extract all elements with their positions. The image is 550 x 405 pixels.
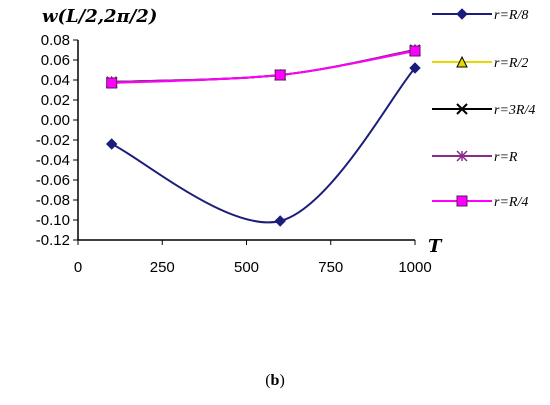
x-axis-label: T (428, 236, 443, 257)
legend-label-r-r: r=R (494, 150, 518, 165)
y-tick-label: -0.04 (36, 152, 70, 169)
data-point-r-r-8 (274, 215, 286, 227)
legend-marker-r-3r-4 (456, 103, 468, 115)
axes: -0.12 -0.10 -0.08 -0.06 -0.04 -0.02 0.00 0.02 0.… (36, 32, 432, 276)
data-point-r-r-8 (105, 138, 118, 150)
x-tick-label: 500 (234, 259, 259, 276)
data-point-r-r-4 (106, 77, 118, 89)
plot-area (105, 43, 421, 227)
legend: r=R/8 r=R/2 r=3R/4 r=R r=R/4 (432, 8, 535, 210)
x-tick-label: 0 (74, 259, 82, 276)
legend-marker-r-r (456, 150, 468, 162)
y-tick-label: -0.02 (36, 132, 70, 149)
data-point-r-r-8 (409, 62, 421, 74)
legend-label-r-3r-4: r=3R/4 (494, 103, 535, 118)
figure-caption: (b) (0, 372, 550, 390)
legend-marker-r-r-2 (456, 55, 468, 68)
series-line-r-r-8 (111, 67, 416, 224)
y-tick-label: -0.06 (36, 172, 70, 189)
x-tick-label: 250 (150, 259, 175, 276)
x-tick-label: 1000 (398, 259, 431, 276)
legend-label-r-r-4: r=R/4 (494, 195, 528, 210)
x-tick-label: 750 (318, 259, 343, 276)
caption-open: ( (265, 372, 271, 389)
legend-label-r-r-8: r=R/8 (494, 8, 528, 23)
data-point-r-r-4 (409, 45, 421, 57)
y-tick-label: 0.04 (41, 72, 70, 89)
chart: -0.12 -0.10 -0.08 -0.06 -0.04 -0.02 0.00 0.02 0.… (36, 6, 536, 276)
y-tick-label: 0.00 (41, 112, 70, 129)
y-axis-label: w(L/2,2π/2) (42, 6, 157, 27)
legend-label-r-r-2: r=R/2 (494, 56, 528, 71)
y-tick-label: -0.10 (36, 212, 70, 229)
caption-close: ) (279, 372, 285, 389)
series-line-r-r-4 (111, 50, 416, 84)
y-tick-label: 0.02 (41, 92, 70, 109)
y-tick-label: 0.06 (41, 52, 70, 69)
data-point-r-r-4 (274, 69, 286, 81)
legend-marker-r-3r-4-stroke (456, 103, 468, 115)
legend-marker-r-r-4 (456, 195, 468, 207)
y-tick-label: -0.08 (36, 192, 70, 209)
caption-letter: b (270, 372, 280, 389)
y-tick-label: -0.12 (36, 232, 70, 249)
legend-marker-r-r-8 (456, 8, 468, 20)
y-tick-label: 0.08 (41, 32, 70, 49)
